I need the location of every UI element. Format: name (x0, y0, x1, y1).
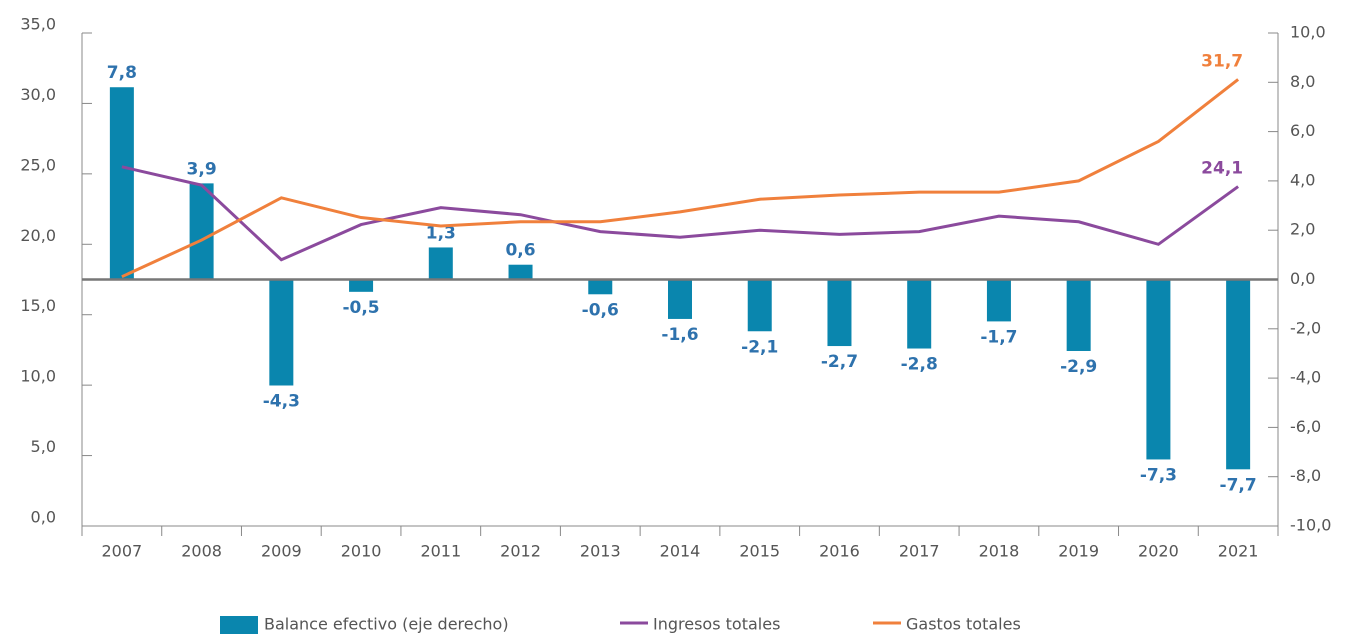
y2-tick-label: 8,0 (1290, 72, 1315, 91)
x-tick-label: 2021 (1218, 542, 1259, 561)
x-tick-label: 2008 (181, 542, 222, 561)
y-tick-label: 25,0 (20, 155, 56, 174)
x-tick-label: 2012 (500, 542, 541, 561)
bar (827, 279, 852, 347)
y-tick-label: 0,0 (31, 508, 56, 527)
x-tick-label: 2010 (341, 542, 382, 561)
bar (428, 247, 453, 280)
bar-value-label: 1,3 (426, 223, 456, 243)
legend-label: Ingresos totales (653, 615, 780, 634)
bar (1066, 279, 1091, 351)
bar-value-label: 0,6 (505, 241, 535, 261)
legend-label: Balance efectivo (eje derecho) (264, 615, 509, 634)
bar-value-label: 3,9 (187, 159, 217, 179)
y2-tick-label: 6,0 (1290, 121, 1315, 140)
y2-tick-label: -6,0 (1290, 417, 1321, 436)
bar-value-label: -0,5 (342, 298, 379, 318)
y-tick-label: 30,0 (20, 85, 56, 104)
y2-tick-label: -10,0 (1290, 516, 1331, 535)
bar-value-label: 7,8 (107, 63, 137, 83)
legend-label: Gastos totales (906, 615, 1021, 634)
bar-value-label: -2,1 (741, 337, 778, 357)
bar-value-label: -7,3 (1140, 465, 1177, 485)
x-tick-label: 2011 (420, 542, 461, 561)
x-tick-label: 2013 (580, 542, 621, 561)
bar-value-label: -4,3 (263, 391, 300, 411)
y2-tick-label: 2,0 (1290, 220, 1315, 239)
y2-tick-label: 4,0 (1290, 170, 1315, 189)
bar (508, 264, 533, 280)
bar-value-label: -2,9 (1060, 357, 1097, 377)
x-tick-label: 2019 (1058, 542, 1099, 561)
line-value-label: 24,1 (1201, 159, 1243, 179)
bar (349, 279, 374, 292)
line-value-label: 31,7 (1201, 51, 1243, 71)
bar (588, 279, 613, 295)
bar-value-label: -2,8 (901, 355, 938, 375)
bar-value-label: -0,6 (582, 300, 619, 320)
bar-value-label: -2,7 (821, 352, 858, 372)
bar-value-label: -7,7 (1220, 475, 1257, 495)
y2-tick-label: -8,0 (1290, 466, 1321, 485)
y-tick-label: 35,0 (20, 15, 56, 34)
line (121, 165, 1240, 262)
bar (1226, 279, 1251, 470)
x-tick-label: 2009 (261, 542, 302, 561)
bar (668, 279, 692, 319)
x-tick-label: 2015 (739, 542, 780, 561)
y2-tick-label: -4,0 (1290, 368, 1321, 387)
y2-tick-label: 10,0 (1290, 23, 1326, 42)
line (121, 78, 1240, 279)
y-tick-label: 15,0 (20, 296, 56, 315)
x-tick-label: 2016 (819, 542, 860, 561)
y2-tick-label: 0,0 (1290, 269, 1315, 288)
x-tick-label: 2014 (660, 542, 701, 561)
bar (1146, 279, 1171, 460)
x-tick-label: 2017 (899, 542, 940, 561)
x-tick-label: 2018 (979, 542, 1020, 561)
y2-tick-label: -2,0 (1290, 318, 1321, 337)
bar (907, 279, 932, 349)
bar (109, 87, 134, 280)
x-tick-label: 2020 (1138, 542, 1179, 561)
bar (747, 279, 772, 332)
y-tick-label: 5,0 (31, 437, 56, 456)
x-tick-label: 2007 (102, 542, 143, 561)
bar (189, 183, 214, 280)
legend-swatch (220, 616, 258, 634)
y-tick-label: 10,0 (20, 367, 56, 386)
bar-value-label: -1,7 (980, 327, 1017, 347)
bar-value-label: -1,6 (661, 325, 698, 345)
bar (986, 279, 1011, 322)
bar (269, 279, 294, 386)
y-tick-label: 20,0 (20, 226, 56, 245)
